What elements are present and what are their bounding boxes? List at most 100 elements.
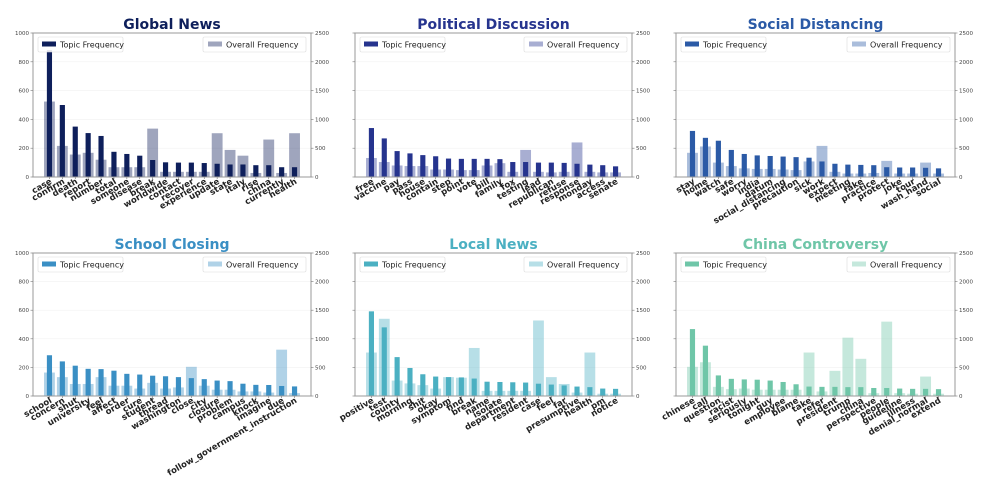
right-y-tick-label: 2000 [959, 280, 973, 286]
topic-frequency-bar [433, 376, 439, 396]
topic-frequency-bar [46, 355, 53, 396]
overall-frequency-bar [276, 349, 288, 396]
topic-frequency-bar [858, 164, 864, 177]
right-y-tick-label: 2500 [636, 31, 650, 37]
topic-frequency-bar [253, 165, 259, 177]
topic-frequency-bar [523, 162, 529, 177]
overall-frequency-bar [211, 133, 223, 177]
chart-title: Political Discussion [417, 17, 569, 33]
legend-label-topic: Topic Frequency [381, 261, 446, 270]
legend-label-topic: Topic Frequency [702, 41, 767, 50]
topic-frequency-bar [754, 155, 760, 177]
legend-label-topic: Topic Frequency [59, 261, 124, 270]
topic-frequency-bar [98, 369, 104, 396]
legend-box [37, 36, 124, 53]
topic-frequency-bar [381, 138, 387, 177]
topic-frequency-bar [484, 381, 490, 396]
legend-label-topic: Topic Frequency [381, 41, 446, 50]
chart-title: China Controversy [743, 237, 888, 253]
topic-frequency-bar [240, 164, 246, 177]
overall-frequency-bar [533, 320, 544, 396]
topic-frequency-bar [806, 386, 812, 396]
topic-frequency-bar [793, 157, 799, 177]
legend-swatch-overall [852, 261, 866, 267]
topic-frequency-bar [574, 386, 580, 396]
legend-swatch-overall [208, 261, 222, 267]
right-y-tick-label: 500 [315, 146, 326, 152]
legend-topic: Topic Frequency [37, 256, 124, 273]
topic-frequency-bar [407, 153, 413, 177]
topic-frequency-bar [381, 327, 387, 396]
chart-title: Local News [449, 237, 537, 253]
topic-frequency-bar [871, 165, 877, 177]
chart-panel-3: School Closingschoolconcernshutuniversit… [15, 237, 329, 479]
overall-frequency-bar [147, 128, 159, 177]
topic-frequency-bar [728, 378, 734, 396]
topic-frequency-bar [845, 164, 851, 177]
topic-frequency-bar [897, 388, 903, 396]
topic-frequency-bar [150, 375, 156, 396]
topic-frequency-bar [394, 357, 400, 396]
overall-frequency-bar [829, 370, 841, 396]
topic-frequency-bar [819, 386, 825, 396]
x-tick-label: notice [589, 396, 620, 420]
topic-frequency-bar [137, 374, 143, 396]
right-y-tick-label: 1000 [636, 117, 650, 123]
topic-frequency-bar [394, 151, 400, 177]
topic-frequency-bar [523, 382, 529, 396]
overall-frequency-bar [571, 142, 583, 177]
topic-frequency-bar [85, 368, 91, 396]
legend-swatch-topic [42, 41, 56, 47]
topic-frequency-bar [548, 384, 554, 396]
left-y-tick-label: 600 [19, 89, 30, 95]
overall-frequency-bar [803, 352, 815, 396]
legend-swatch-topic [685, 41, 699, 47]
topic-frequency-bar [471, 378, 477, 396]
topic-frequency-bar [587, 387, 593, 396]
topic-frequency-bar [188, 162, 194, 177]
legend-box [680, 256, 767, 273]
left-y-tick-label: 0 [26, 394, 30, 400]
left-y-tick-label: 1000 [15, 251, 29, 257]
right-y-tick-label: 0 [315, 175, 319, 181]
right-y-tick-label: 1500 [636, 89, 650, 95]
legend-box [359, 36, 446, 53]
topic-frequency-bar [111, 151, 117, 177]
topic-frequency-bar [702, 345, 709, 396]
topic-frequency-bar [214, 380, 220, 396]
right-y-tick-label: 1000 [636, 337, 650, 343]
topic-frequency-bar [137, 155, 143, 177]
topic-frequency-bar [279, 167, 285, 177]
overall-frequency-bar [842, 337, 854, 396]
right-y-tick-label: 0 [959, 394, 963, 400]
topic-frequency-bar [433, 156, 439, 177]
legend-topic: Topic Frequency [680, 256, 767, 273]
topic-frequency-bar [201, 379, 207, 396]
overall-frequency-bar [920, 376, 932, 396]
topic-frequency-bar [935, 168, 942, 177]
right-y-tick-label: 0 [636, 394, 640, 400]
topic-frequency-bar [458, 158, 464, 177]
topic-frequency-bar [702, 137, 709, 177]
topic-frequency-bar [445, 158, 452, 177]
right-y-tick-label: 2500 [959, 251, 973, 257]
legend-swatch-overall [529, 41, 543, 47]
topic-frequency-bar [871, 387, 877, 396]
legend-topic: Topic Frequency [37, 36, 124, 53]
topic-frequency-bar [884, 167, 890, 177]
legend-swatch-topic [364, 41, 378, 47]
left-y-tick-label: 400 [19, 337, 30, 343]
topic-frequency-bar [600, 388, 606, 396]
right-y-tick-label: 500 [636, 146, 647, 152]
left-y-tick-label: 800 [19, 60, 30, 66]
topic-frequency-bar [59, 361, 65, 396]
topic-frequency-bar [85, 133, 91, 177]
right-y-tick-label: 0 [315, 394, 319, 400]
topic-frequency-bar [368, 311, 374, 396]
legend-box [37, 256, 124, 273]
topic-frequency-bar [922, 167, 929, 177]
topic-frequency-bar [59, 105, 65, 177]
topic-frequency-bar [497, 381, 503, 396]
legend-swatch-topic [685, 261, 699, 267]
topic-frequency-bar [858, 387, 864, 396]
